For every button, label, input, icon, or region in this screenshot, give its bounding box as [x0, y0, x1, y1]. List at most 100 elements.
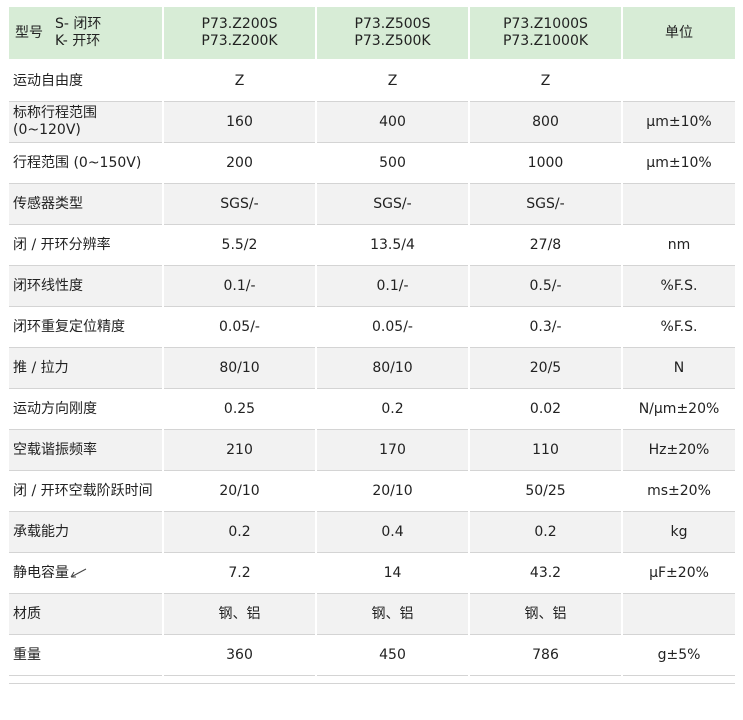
value-model-1-text: 7.2 — [228, 564, 251, 581]
value-model-3-text: Z — [540, 72, 551, 89]
value-model-3-text: 20/5 — [529, 359, 562, 376]
unit-cell-text: %F.S. — [660, 318, 698, 335]
row-label-text: 承载能力 — [13, 523, 69, 540]
value-model-1: 80/10 — [162, 347, 316, 389]
value-model-1-text: 20/10 — [219, 482, 260, 499]
header-unit: 单位 — [621, 7, 735, 60]
row-label-text: 闭环重复定位精度 — [13, 318, 125, 335]
value-model-3: 43.2 — [468, 552, 622, 594]
value-model-3: 20/5 — [468, 347, 622, 389]
value-model-3: 0.2 — [468, 511, 622, 553]
row-label: 推 / 拉力 — [9, 347, 163, 389]
unit-cell-text: μm±10% — [646, 113, 712, 130]
value-model-1: 0.1/- — [162, 265, 316, 307]
value-model-2: 0.2 — [315, 388, 469, 430]
value-model-3-text: 800 — [532, 113, 559, 130]
value-model-3: 1000 — [468, 142, 622, 184]
unit-cell — [621, 59, 735, 102]
value-model-3: 钢、铝 — [468, 593, 622, 635]
value-model-1-text: 钢、铝 — [218, 605, 261, 622]
value-model-3-text: 1000 — [527, 154, 564, 171]
row-label: 运动自由度 — [9, 59, 163, 102]
row-label-text: 推 / 拉力 — [13, 359, 69, 376]
row-label-text: 行程范围 (0~150V) — [13, 154, 142, 171]
value-model-2: 钢、铝 — [315, 593, 469, 635]
header-row: 型号 S- 闭环 K- 开环 P73.Z200S P73.Z200K P73.Z… — [9, 7, 735, 60]
row-label-text: 闭 / 开环分辨率 — [13, 236, 111, 253]
header-mode-s: S- 闭环 — [55, 16, 102, 32]
value-model-2: 170 — [315, 429, 469, 471]
table-row: 材质 钢、铝 钢、铝 钢、铝 — [9, 593, 735, 635]
value-model-2: 80/10 — [315, 347, 469, 389]
value-model-3-text: SGS/- — [526, 195, 565, 212]
value-model-2-text: 0.2 — [381, 400, 404, 417]
value-model-3: 800 — [468, 101, 622, 143]
model-2-line2: P73.Z500K — [354, 33, 431, 49]
value-model-3: 27/8 — [468, 224, 622, 266]
row-label-text: 运动自由度 — [13, 72, 83, 89]
unit-cell: Hz±20% — [621, 429, 735, 471]
value-model-1: 200 — [162, 142, 316, 184]
header-type-label: 型号 — [15, 24, 43, 41]
value-model-1: 0.05/- — [162, 306, 316, 348]
value-model-2-text: 钢、铝 — [371, 605, 414, 622]
value-model-1-text: 210 — [226, 441, 253, 458]
row-label-text: 运动方向刚度 — [13, 400, 97, 417]
table-row: 标称行程范围 (0~120V) 160 400 800 μm±10% — [9, 101, 735, 143]
value-model-2-text: 80/10 — [372, 359, 413, 376]
row-label: 材质 — [9, 593, 163, 635]
value-model-1: 0.2 — [162, 511, 316, 553]
table-row: 空载谐振频率 210 170 110 Hz±20% — [9, 429, 735, 471]
header-model-2: P73.Z500S P73.Z500K — [315, 7, 469, 60]
table-row: 推 / 拉力 80/10 80/10 20/5 N — [9, 347, 735, 389]
table-row: 闭环重复定位精度 0.05/- 0.05/- 0.3/- %F.S. — [9, 306, 735, 348]
value-model-3: 0.02 — [468, 388, 622, 430]
arrow-icon — [70, 568, 87, 577]
table-row: 静电容量 7.2 14 43.2 μF±20% — [9, 552, 735, 594]
row-label: 传感器类型 — [9, 183, 163, 225]
value-model-2: 20/10 — [315, 470, 469, 512]
value-model-1-text: 0.25 — [223, 400, 256, 417]
unit-cell: kg — [621, 511, 735, 553]
bottom-rule — [9, 683, 735, 684]
unit-cell: N/μm±20% — [621, 388, 735, 430]
unit-cell-text: ms±20% — [647, 482, 711, 499]
value-model-1: 0.25 — [162, 388, 316, 430]
value-model-1: 20/10 — [162, 470, 316, 512]
row-label-text: 静电容量 — [13, 564, 69, 581]
value-model-2-text: 20/10 — [372, 482, 413, 499]
unit-cell-text: μm±10% — [646, 154, 712, 171]
row-label-text: 闭环线性度 — [13, 277, 83, 294]
table-row: 承载能力 0.2 0.4 0.2 kg — [9, 511, 735, 553]
table-row: 闭 / 开环分辨率 5.5/2 13.5/4 27/8 nm — [9, 224, 735, 266]
value-model-3: 786 — [468, 634, 622, 676]
unit-cell: μm±10% — [621, 142, 735, 184]
unit-cell: μm±10% — [621, 101, 735, 143]
value-model-3-text: 43.2 — [529, 564, 562, 581]
value-model-2-text: 0.4 — [381, 523, 404, 540]
value-model-3: 0.5/- — [468, 265, 622, 307]
value-model-1: 7.2 — [162, 552, 316, 594]
value-model-2-text: 500 — [379, 154, 406, 171]
table-row: 闭环线性度 0.1/- 0.1/- 0.5/- %F.S. — [9, 265, 735, 307]
value-model-2-text: 14 — [383, 564, 402, 581]
value-model-2: 0.4 — [315, 511, 469, 553]
value-model-3: 0.3/- — [468, 306, 622, 348]
value-model-2: 400 — [315, 101, 469, 143]
model-3-line2: P73.Z1000K — [502, 33, 589, 49]
row-label: 行程范围 (0~150V) — [9, 142, 163, 184]
row-label: 静电容量 — [9, 552, 163, 594]
table-row: 运动自由度 Z Z Z — [9, 59, 735, 102]
value-model-1-text: 0.1/- — [223, 277, 256, 294]
table-row: 运动方向刚度 0.25 0.2 0.02 N/μm±20% — [9, 388, 735, 430]
unit-cell-text: kg — [670, 523, 688, 540]
table-row: 重量 360 450 786 g±5% — [9, 634, 735, 676]
unit-cell-text: μF±20% — [649, 564, 709, 581]
row-label: 闭 / 开环空载阶跃时间 — [9, 470, 163, 512]
value-model-1-text: 200 — [226, 154, 253, 171]
row-label: 重量 — [9, 634, 163, 676]
value-model-1-text: 5.5/2 — [221, 236, 258, 253]
unit-cell: N — [621, 347, 735, 389]
value-model-2-text: 0.05/- — [372, 318, 413, 335]
model-3-line1: P73.Z1000S — [503, 16, 588, 32]
